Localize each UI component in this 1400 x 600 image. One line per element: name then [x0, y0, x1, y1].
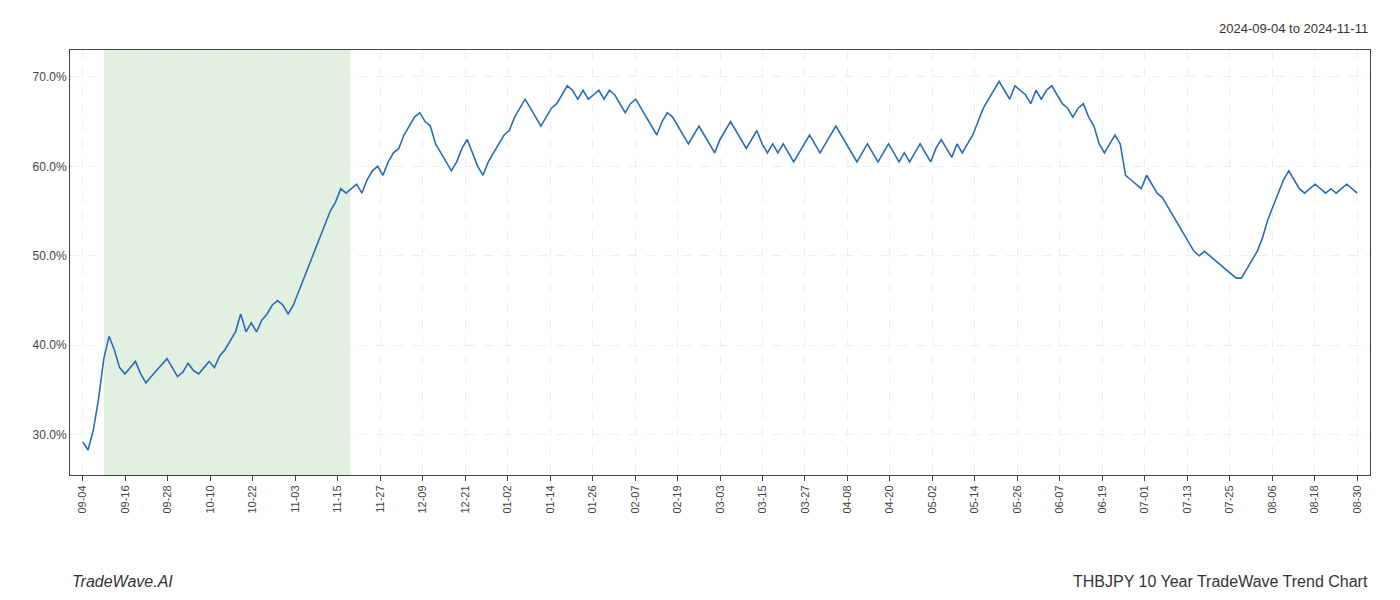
svg-text:11-15: 11-15 — [331, 485, 343, 512]
svg-text:05-26: 05-26 — [1011, 485, 1023, 513]
svg-text:02-07: 02-07 — [629, 485, 641, 513]
svg-text:03-27: 03-27 — [799, 485, 811, 513]
svg-text:30.0%: 30.0% — [33, 428, 67, 442]
svg-text:08-06: 08-06 — [1266, 485, 1278, 513]
svg-text:05-02: 05-02 — [926, 485, 938, 513]
svg-text:06-19: 06-19 — [1096, 485, 1108, 513]
svg-text:04-20: 04-20 — [884, 485, 896, 513]
svg-text:40.0%: 40.0% — [33, 338, 67, 352]
svg-text:10-10: 10-10 — [204, 485, 216, 513]
svg-text:THBJPY 10 Year TradeWave Trend: THBJPY 10 Year TradeWave Trend Chart — [1073, 573, 1368, 590]
svg-text:03-03: 03-03 — [714, 485, 726, 513]
svg-text:06-07: 06-07 — [1053, 485, 1065, 513]
svg-text:70.0%: 70.0% — [33, 70, 67, 84]
svg-text:07-25: 07-25 — [1223, 485, 1235, 513]
svg-text:11-27: 11-27 — [374, 485, 386, 512]
svg-text:05-14: 05-14 — [968, 485, 980, 513]
svg-text:01-02: 01-02 — [501, 485, 513, 513]
svg-text:09-04: 09-04 — [76, 485, 88, 513]
svg-text:11-03: 11-03 — [289, 485, 301, 512]
svg-text:12-21: 12-21 — [459, 485, 471, 513]
svg-text:08-18: 08-18 — [1308, 485, 1320, 513]
svg-text:09-16: 09-16 — [119, 485, 131, 513]
svg-text:01-26: 01-26 — [586, 485, 598, 513]
svg-text:60.0%: 60.0% — [33, 160, 67, 174]
svg-text:TradeWave.AI: TradeWave.AI — [72, 573, 173, 590]
svg-text:10-22: 10-22 — [246, 485, 258, 513]
svg-text:12-09: 12-09 — [416, 485, 428, 513]
svg-text:50.0%: 50.0% — [33, 249, 67, 263]
svg-text:01-14: 01-14 — [544, 485, 556, 513]
svg-text:02-19: 02-19 — [671, 485, 683, 513]
svg-text:07-13: 07-13 — [1181, 485, 1193, 513]
svg-text:2024-09-04 to 2024-11-11: 2024-09-04 to 2024-11-11 — [1219, 21, 1368, 36]
svg-text:09-28: 09-28 — [161, 485, 173, 513]
svg-text:04-08: 04-08 — [841, 485, 853, 513]
svg-text:08-30: 08-30 — [1351, 485, 1363, 513]
svg-text:07-01: 07-01 — [1138, 485, 1150, 513]
svg-text:03-15: 03-15 — [756, 485, 768, 513]
